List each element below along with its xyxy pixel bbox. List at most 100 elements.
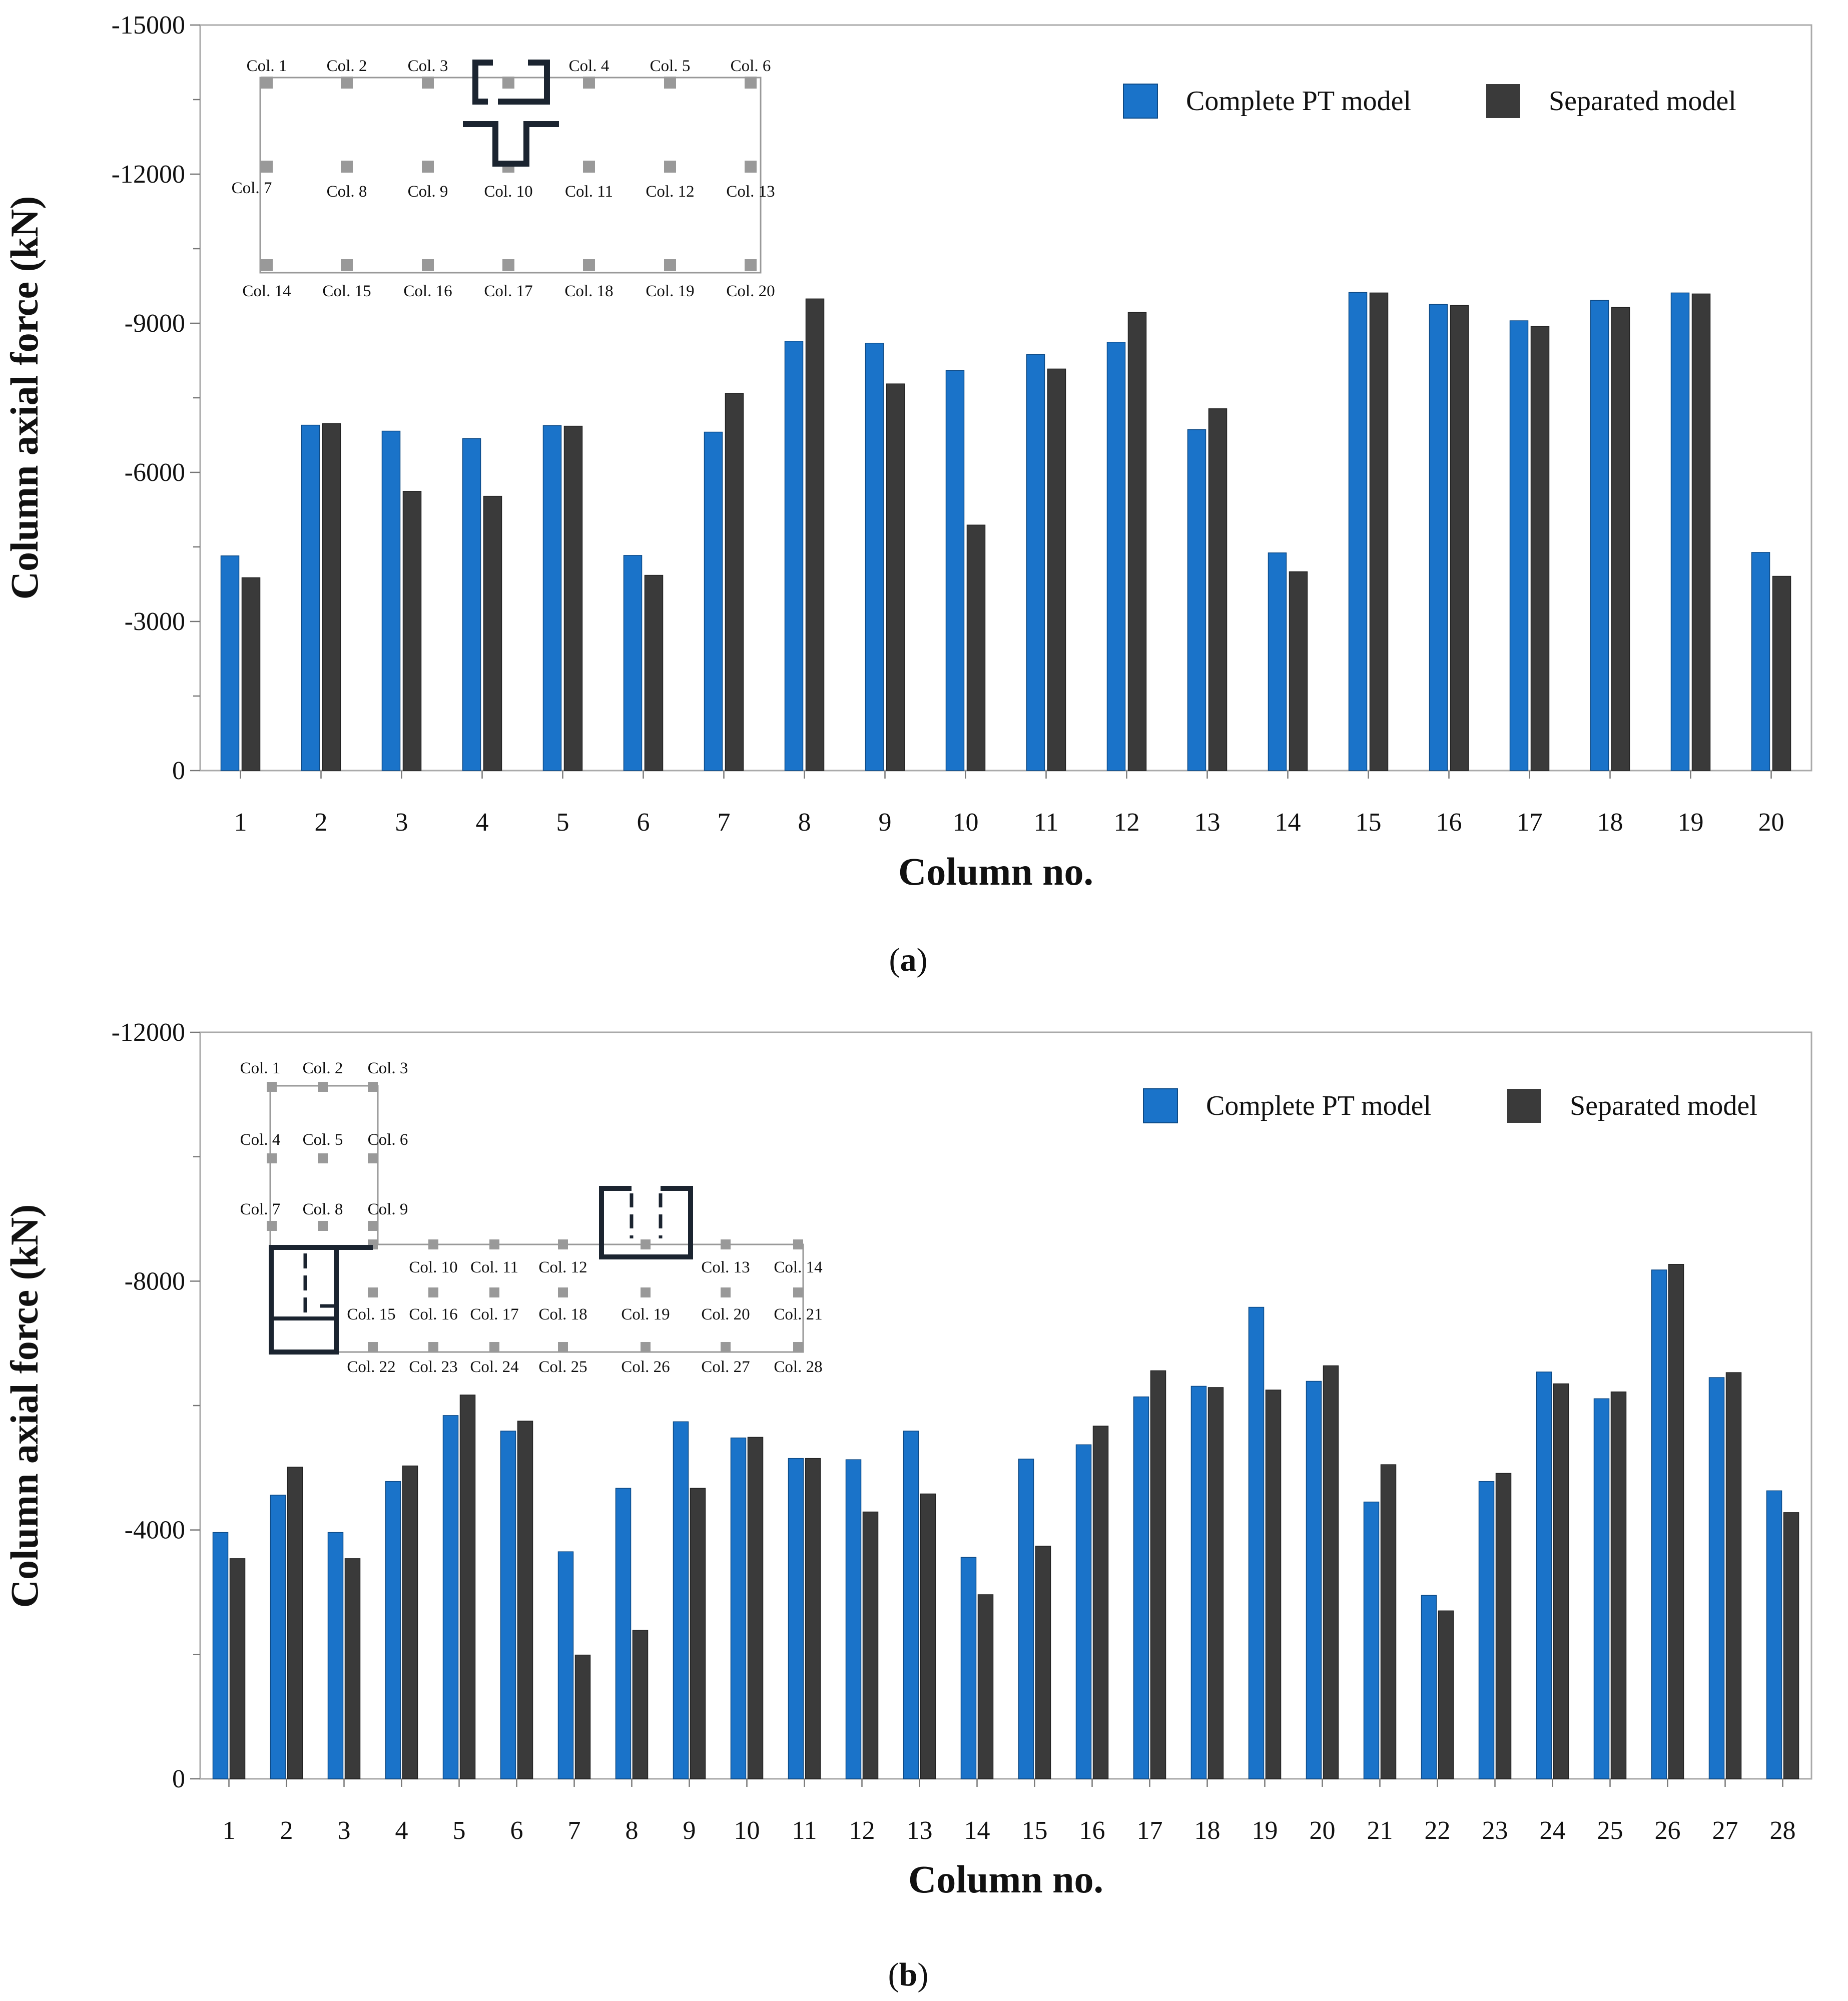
column-marker: [422, 161, 434, 173]
column-label: Col. 5: [650, 57, 691, 75]
x-tick-label: 10: [953, 808, 979, 837]
column-label: Col. 3: [368, 1059, 408, 1077]
legend-swatch-separated-a: [1486, 84, 1520, 118]
bar-separated: [1265, 1390, 1282, 1779]
column-marker: [721, 1287, 731, 1297]
bar-complete: [673, 1421, 689, 1779]
column-label: Col. 12: [538, 1258, 587, 1276]
bar-separated: [322, 423, 341, 771]
column-label: Col. 18: [564, 282, 613, 300]
x-tick-label: 9: [879, 808, 892, 837]
x-axis-title-a: Column no.: [898, 850, 1093, 893]
bar-separated: [920, 1493, 936, 1779]
x-tick-label: 12: [849, 1816, 875, 1845]
bar-separated: [1047, 368, 1066, 771]
bar-separated: [1691, 293, 1711, 771]
legend-label-complete-a: Complete PT model: [1186, 86, 1411, 117]
x-tick-label: 22: [1425, 1816, 1451, 1845]
bar-complete: [1306, 1381, 1322, 1779]
column-label: Col. 15: [322, 282, 371, 300]
x-tick-labels-b: 1 2 3 4 5 6 7 8 9 10 11 12 13 14 15 16 17 18 19 20 21 22 23 24 2…: [223, 1779, 1796, 1845]
x-tick-label: 6: [637, 808, 650, 837]
y-tick-label: -12000: [112, 1018, 185, 1047]
legend-swatch-separated-b: [1507, 1089, 1541, 1123]
x-axis-title-b: Column no.: [908, 1857, 1103, 1901]
y-tick-label: -6000: [125, 458, 185, 487]
x-tick-label: 24: [1540, 1816, 1566, 1845]
column-label: Col. 15: [347, 1305, 395, 1323]
column-marker: [489, 1342, 499, 1352]
bar-separated: [1610, 1391, 1627, 1779]
bar-separated: [1369, 292, 1389, 771]
column-label: Col. 11: [470, 1258, 518, 1276]
y-ticks-b: 0 -4000 -8000 -12000: [112, 1018, 200, 1793]
x-tick-label: 7: [718, 808, 731, 837]
column-marker: [558, 1342, 568, 1352]
bar-complete: [462, 438, 481, 771]
legend-label-separated-a: Separated model: [1549, 86, 1736, 117]
bars-a: [220, 292, 1791, 771]
x-tick-label: 8: [798, 808, 811, 837]
column-marker: [664, 77, 676, 89]
bar-separated: [1668, 1264, 1684, 1779]
x-tick-label: 3: [395, 808, 408, 837]
bar-separated: [1725, 1372, 1742, 1779]
bar-complete: [1590, 300, 1609, 771]
x-tick-label: 5: [453, 1816, 466, 1845]
inset-labels-b: Col. 1 Col. 2 Col. 3 Col. 4 Col. 5 Col. 6 Col.…: [240, 1059, 823, 1376]
column-label: Col. 10: [409, 1258, 457, 1276]
bar-complete: [1478, 1481, 1495, 1779]
column-label: Col. 16: [409, 1305, 457, 1323]
bar-separated: [1092, 1426, 1109, 1779]
panel-b: 0-4000-8000-12000 1 2 3 4 5 6 7 8 9 10 11 12 13 14 15 1…: [3, 1018, 1812, 1993]
bar-separated: [977, 1594, 994, 1779]
bar-complete: [945, 370, 965, 771]
column-label: Col. 21: [774, 1305, 822, 1323]
column-marker: [428, 1287, 438, 1297]
column-marker: [368, 1082, 378, 1092]
y-tick-label: -12000: [112, 160, 185, 189]
core-opening-a: [493, 59, 528, 67]
bar-complete: [1187, 429, 1206, 771]
x-tick-label: 1: [234, 808, 247, 837]
core-wall-right-b: [599, 1186, 693, 1259]
column-label: Col. 18: [538, 1305, 587, 1323]
bar-separated: [886, 383, 905, 771]
column-marker: [664, 259, 676, 271]
bar-separated: [632, 1630, 649, 1779]
column-marker: [267, 1221, 277, 1231]
column-label: Col. 17: [470, 1305, 518, 1323]
column-label: Col. 27: [701, 1358, 750, 1376]
column-label: Col. 11: [565, 183, 613, 201]
bar-complete: [704, 431, 723, 771]
bar-separated: [1208, 408, 1227, 771]
bar-separated: [483, 495, 502, 771]
panel-a: 0-3000-6000-9000-12000-15000 1 2 3 4 5 6 7 8 9 10…: [3, 11, 1812, 978]
bar-complete: [542, 425, 562, 771]
x-tick-label: 17: [1137, 1816, 1163, 1845]
bar-complete: [960, 1557, 977, 1779]
column-marker: [368, 1287, 378, 1297]
bar-complete: [1651, 1269, 1667, 1779]
column-marker: [267, 1082, 277, 1092]
bar-separated: [1438, 1610, 1454, 1779]
x-tick-label: 27: [1712, 1816, 1738, 1845]
column-label: Col. 5: [303, 1131, 343, 1149]
bar-complete: [1766, 1490, 1782, 1779]
column-label: Col. 20: [701, 1305, 750, 1323]
bar-complete: [865, 342, 884, 771]
bar-separated: [644, 574, 664, 771]
x-tick-label: 1: [223, 1816, 236, 1845]
column-marker: [368, 1221, 378, 1231]
column-label: Col. 19: [621, 1305, 670, 1323]
legend-swatch-complete-b: [1143, 1088, 1178, 1123]
column-marker: [583, 161, 595, 173]
column-label: Col. 28: [774, 1358, 822, 1376]
bar-complete: [845, 1459, 862, 1779]
x-tick-label: 10: [734, 1816, 760, 1845]
legend-label-complete-b: Complete PT model: [1206, 1090, 1431, 1121]
inset-slab-outline-a: [259, 77, 762, 274]
bar-complete: [1708, 1377, 1725, 1779]
x-tick-label: 11: [792, 1816, 817, 1845]
column-marker: [721, 1342, 731, 1352]
